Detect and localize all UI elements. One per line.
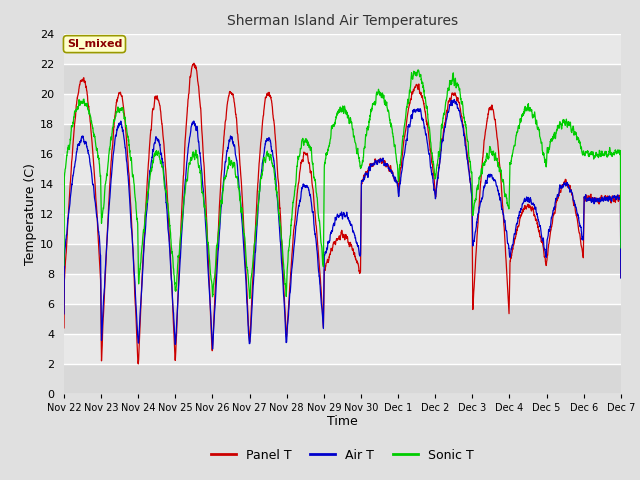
Bar — [64, 123, 621, 154]
Bar — [64, 364, 621, 394]
Bar — [64, 183, 621, 214]
Title: Sherman Island Air Temperatures: Sherman Island Air Temperatures — [227, 14, 458, 28]
Bar — [64, 63, 621, 94]
Y-axis label: Temperature (C): Temperature (C) — [24, 163, 37, 264]
Bar — [64, 34, 621, 63]
Bar — [64, 303, 621, 334]
Bar — [64, 334, 621, 364]
Bar — [64, 154, 621, 183]
Legend: Panel T, Air T, Sonic T: Panel T, Air T, Sonic T — [206, 444, 479, 467]
Bar — [64, 243, 621, 274]
Bar — [64, 274, 621, 303]
X-axis label: Time: Time — [327, 415, 358, 429]
Bar — [64, 94, 621, 123]
Text: SI_mixed: SI_mixed — [67, 39, 122, 49]
Bar — [64, 214, 621, 243]
